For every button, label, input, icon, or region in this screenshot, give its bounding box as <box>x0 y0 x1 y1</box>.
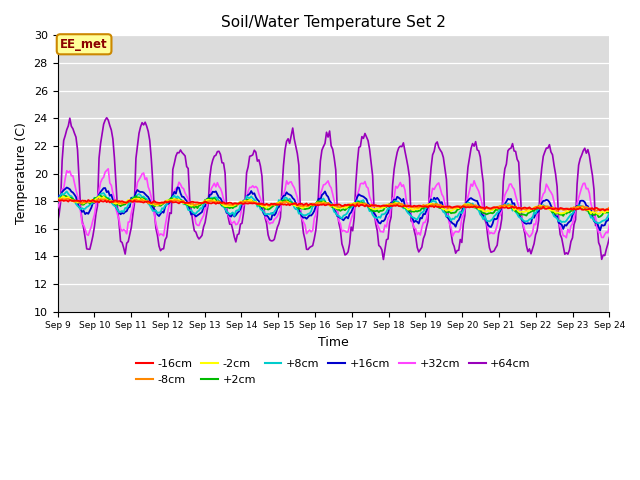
-16cm <box>218 200 226 206</box>
+8cm <box>248 193 255 199</box>
+2cm <box>605 208 613 214</box>
+8cm <box>54 200 61 205</box>
+16cm <box>220 204 227 209</box>
+2cm <box>97 193 104 199</box>
+32cm <box>238 204 246 210</box>
Line: +64cm: +64cm <box>58 118 609 260</box>
+8cm <box>605 210 613 216</box>
+64cm <box>578 152 586 158</box>
+16cm <box>238 201 246 207</box>
Title: Soil/Water Temperature Set 2: Soil/Water Temperature Set 2 <box>221 15 446 30</box>
+16cm <box>605 215 613 221</box>
+64cm <box>123 240 131 246</box>
-16cm <box>295 201 303 207</box>
+16cm <box>577 198 584 204</box>
-2cm <box>595 211 602 217</box>
Line: +2cm: +2cm <box>58 196 609 217</box>
-16cm <box>605 207 613 213</box>
Text: EE_met: EE_met <box>60 38 108 51</box>
-8cm <box>65 196 72 202</box>
-8cm <box>220 201 227 206</box>
Line: +16cm: +16cm <box>58 187 609 230</box>
+8cm <box>296 210 304 216</box>
-8cm <box>578 204 586 209</box>
-2cm <box>95 193 103 199</box>
-8cm <box>553 208 561 214</box>
-8cm <box>248 199 255 205</box>
Line: +8cm: +8cm <box>58 192 609 223</box>
+64cm <box>54 219 61 225</box>
-2cm <box>220 203 227 208</box>
Line: +32cm: +32cm <box>58 169 609 238</box>
+32cm <box>605 222 613 228</box>
+64cm <box>605 235 613 240</box>
-8cm <box>296 203 304 209</box>
-16cm <box>122 200 129 205</box>
Line: -2cm: -2cm <box>58 196 609 214</box>
+2cm <box>220 202 227 208</box>
+64cm <box>380 257 387 263</box>
Line: -16cm: -16cm <box>58 200 609 211</box>
X-axis label: Time: Time <box>318 336 349 349</box>
+2cm <box>123 200 131 205</box>
-16cm <box>237 200 244 205</box>
Line: -8cm: -8cm <box>58 199 609 211</box>
-16cm <box>575 206 582 212</box>
-2cm <box>123 199 131 204</box>
-2cm <box>248 197 255 203</box>
+8cm <box>63 189 70 194</box>
+16cm <box>596 228 604 233</box>
+2cm <box>595 214 602 220</box>
-16cm <box>54 197 61 203</box>
+32cm <box>54 206 61 212</box>
-8cm <box>123 200 131 206</box>
+32cm <box>563 235 570 240</box>
+8cm <box>595 220 602 226</box>
-2cm <box>238 199 246 204</box>
+32cm <box>220 196 227 202</box>
+16cm <box>248 188 255 194</box>
-16cm <box>601 208 609 214</box>
+16cm <box>54 197 61 203</box>
-16cm <box>246 200 253 206</box>
Y-axis label: Temperature (C): Temperature (C) <box>15 122 28 225</box>
+2cm <box>577 204 584 210</box>
+32cm <box>123 231 131 237</box>
-2cm <box>605 207 613 213</box>
+32cm <box>248 185 255 191</box>
+2cm <box>296 205 304 211</box>
+2cm <box>54 196 61 202</box>
+8cm <box>123 205 131 211</box>
+64cm <box>103 115 111 120</box>
+8cm <box>238 201 246 206</box>
+64cm <box>220 160 227 166</box>
-2cm <box>577 205 584 211</box>
+16cm <box>173 184 181 190</box>
+64cm <box>248 153 255 159</box>
+8cm <box>577 203 584 208</box>
-8cm <box>238 199 246 205</box>
+32cm <box>296 208 304 214</box>
+16cm <box>296 211 304 216</box>
+64cm <box>238 220 246 226</box>
+16cm <box>122 209 129 215</box>
-8cm <box>605 204 613 210</box>
-2cm <box>296 204 304 210</box>
+8cm <box>220 204 227 210</box>
Legend: -16cm, -8cm, -2cm, +2cm, +8cm, +16cm, +32cm, +64cm: -16cm, -8cm, -2cm, +2cm, +8cm, +16cm, +3… <box>132 355 535 389</box>
+2cm <box>238 200 246 205</box>
+32cm <box>578 184 586 190</box>
-2cm <box>54 197 61 203</box>
+64cm <box>296 207 304 213</box>
+32cm <box>104 166 112 172</box>
-8cm <box>54 197 61 203</box>
+2cm <box>248 198 255 204</box>
